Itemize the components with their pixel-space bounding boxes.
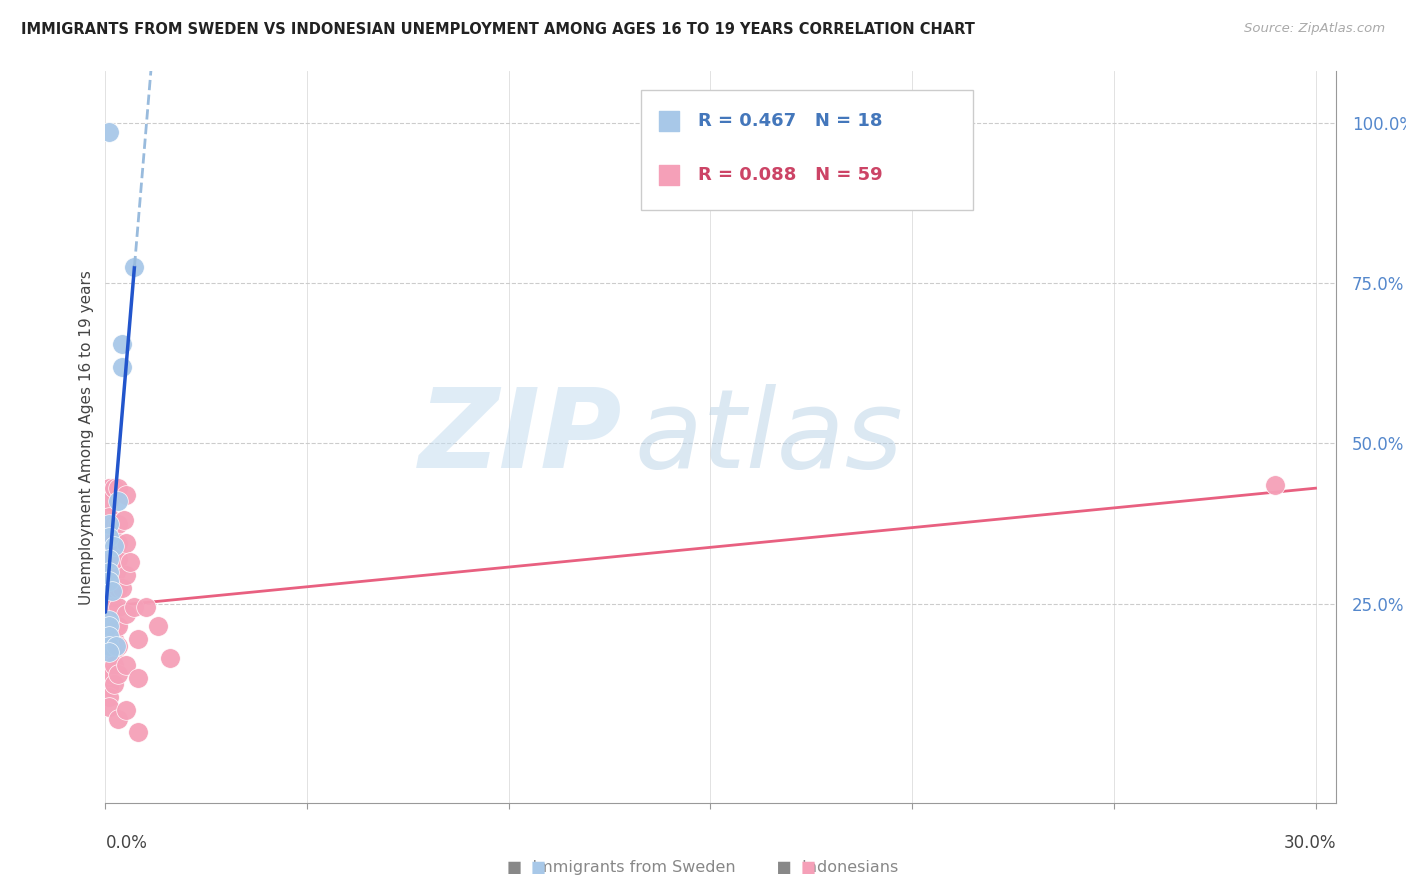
Point xyxy=(107,552,129,566)
Text: Source: ZipAtlas.com: Source: ZipAtlas.com xyxy=(1244,22,1385,36)
Point xyxy=(98,690,121,704)
Point xyxy=(98,667,121,681)
Point xyxy=(114,536,136,550)
Point xyxy=(103,616,125,631)
Point xyxy=(103,533,125,547)
Point xyxy=(98,584,121,599)
Point xyxy=(107,536,129,550)
Point xyxy=(107,581,129,595)
Point xyxy=(103,600,125,615)
Point xyxy=(98,645,121,659)
Point xyxy=(107,667,129,681)
Point xyxy=(98,494,121,508)
Text: ■: ■ xyxy=(801,860,815,874)
Point xyxy=(98,523,121,537)
Point xyxy=(107,600,129,615)
Point xyxy=(114,488,136,502)
Point xyxy=(98,629,121,643)
Point xyxy=(98,645,121,659)
Point xyxy=(98,565,121,579)
Point xyxy=(97,482,120,496)
Point xyxy=(122,600,145,615)
Point xyxy=(98,549,121,563)
Text: 0.0%: 0.0% xyxy=(105,834,148,852)
Point xyxy=(98,600,121,615)
Point xyxy=(98,552,121,566)
Point xyxy=(103,657,125,672)
Point xyxy=(107,619,129,633)
Point xyxy=(98,574,121,589)
Point xyxy=(159,651,181,665)
Y-axis label: Unemployment Among Ages 16 to 19 years: Unemployment Among Ages 16 to 19 years xyxy=(79,269,94,605)
Text: atlas: atlas xyxy=(634,384,903,491)
Text: ■: ■ xyxy=(531,860,546,874)
Point xyxy=(98,681,121,695)
Point xyxy=(103,482,125,496)
Point xyxy=(98,639,121,653)
Point xyxy=(110,359,132,374)
Point xyxy=(103,581,125,595)
Point xyxy=(98,516,121,531)
Point xyxy=(98,632,121,647)
Point xyxy=(107,494,129,508)
Point xyxy=(112,514,135,528)
Point xyxy=(114,568,136,582)
Point xyxy=(1264,478,1286,492)
Point xyxy=(103,549,125,563)
Point xyxy=(97,125,120,139)
Point xyxy=(122,260,145,274)
Point xyxy=(103,677,125,691)
Point xyxy=(98,657,121,672)
Point xyxy=(107,639,129,653)
Point xyxy=(127,671,149,685)
Point xyxy=(98,699,121,714)
Point xyxy=(104,619,127,633)
Point xyxy=(98,619,121,633)
Point xyxy=(98,529,121,543)
Point xyxy=(103,516,125,531)
Point xyxy=(107,482,129,496)
Point xyxy=(98,619,121,633)
Point xyxy=(146,619,169,633)
Text: 30.0%: 30.0% xyxy=(1284,834,1336,852)
Point xyxy=(107,516,129,531)
Point xyxy=(98,671,121,685)
Point xyxy=(110,337,132,351)
Point xyxy=(114,607,136,621)
Point xyxy=(100,584,122,599)
Point xyxy=(104,565,127,579)
Point xyxy=(98,536,121,550)
Point xyxy=(135,600,157,615)
Text: ZIP: ZIP xyxy=(419,384,621,491)
Text: ■  Immigrants from Sweden        ■  Indonesians: ■ Immigrants from Sweden ■ Indonesians xyxy=(508,860,898,874)
Point xyxy=(110,581,132,595)
Point xyxy=(103,539,125,553)
Point xyxy=(98,558,121,573)
Point xyxy=(98,613,121,627)
Point xyxy=(103,632,125,647)
Point xyxy=(98,574,121,589)
Point xyxy=(98,510,121,524)
FancyBboxPatch shape xyxy=(641,90,973,211)
Point xyxy=(114,703,136,717)
Text: IMMIGRANTS FROM SWEDEN VS INDONESIAN UNEMPLOYMENT AMONG AGES 16 TO 19 YEARS CORR: IMMIGRANTS FROM SWEDEN VS INDONESIAN UNE… xyxy=(21,22,974,37)
Point xyxy=(107,712,129,726)
Text: R = 0.467   N = 18: R = 0.467 N = 18 xyxy=(699,112,883,130)
Point xyxy=(118,555,141,569)
Text: R = 0.088   N = 59: R = 0.088 N = 59 xyxy=(699,166,883,185)
Point xyxy=(127,725,149,739)
Point xyxy=(98,641,121,656)
Point xyxy=(127,632,149,647)
Point xyxy=(114,657,136,672)
Point xyxy=(104,639,127,653)
Point xyxy=(103,645,125,659)
